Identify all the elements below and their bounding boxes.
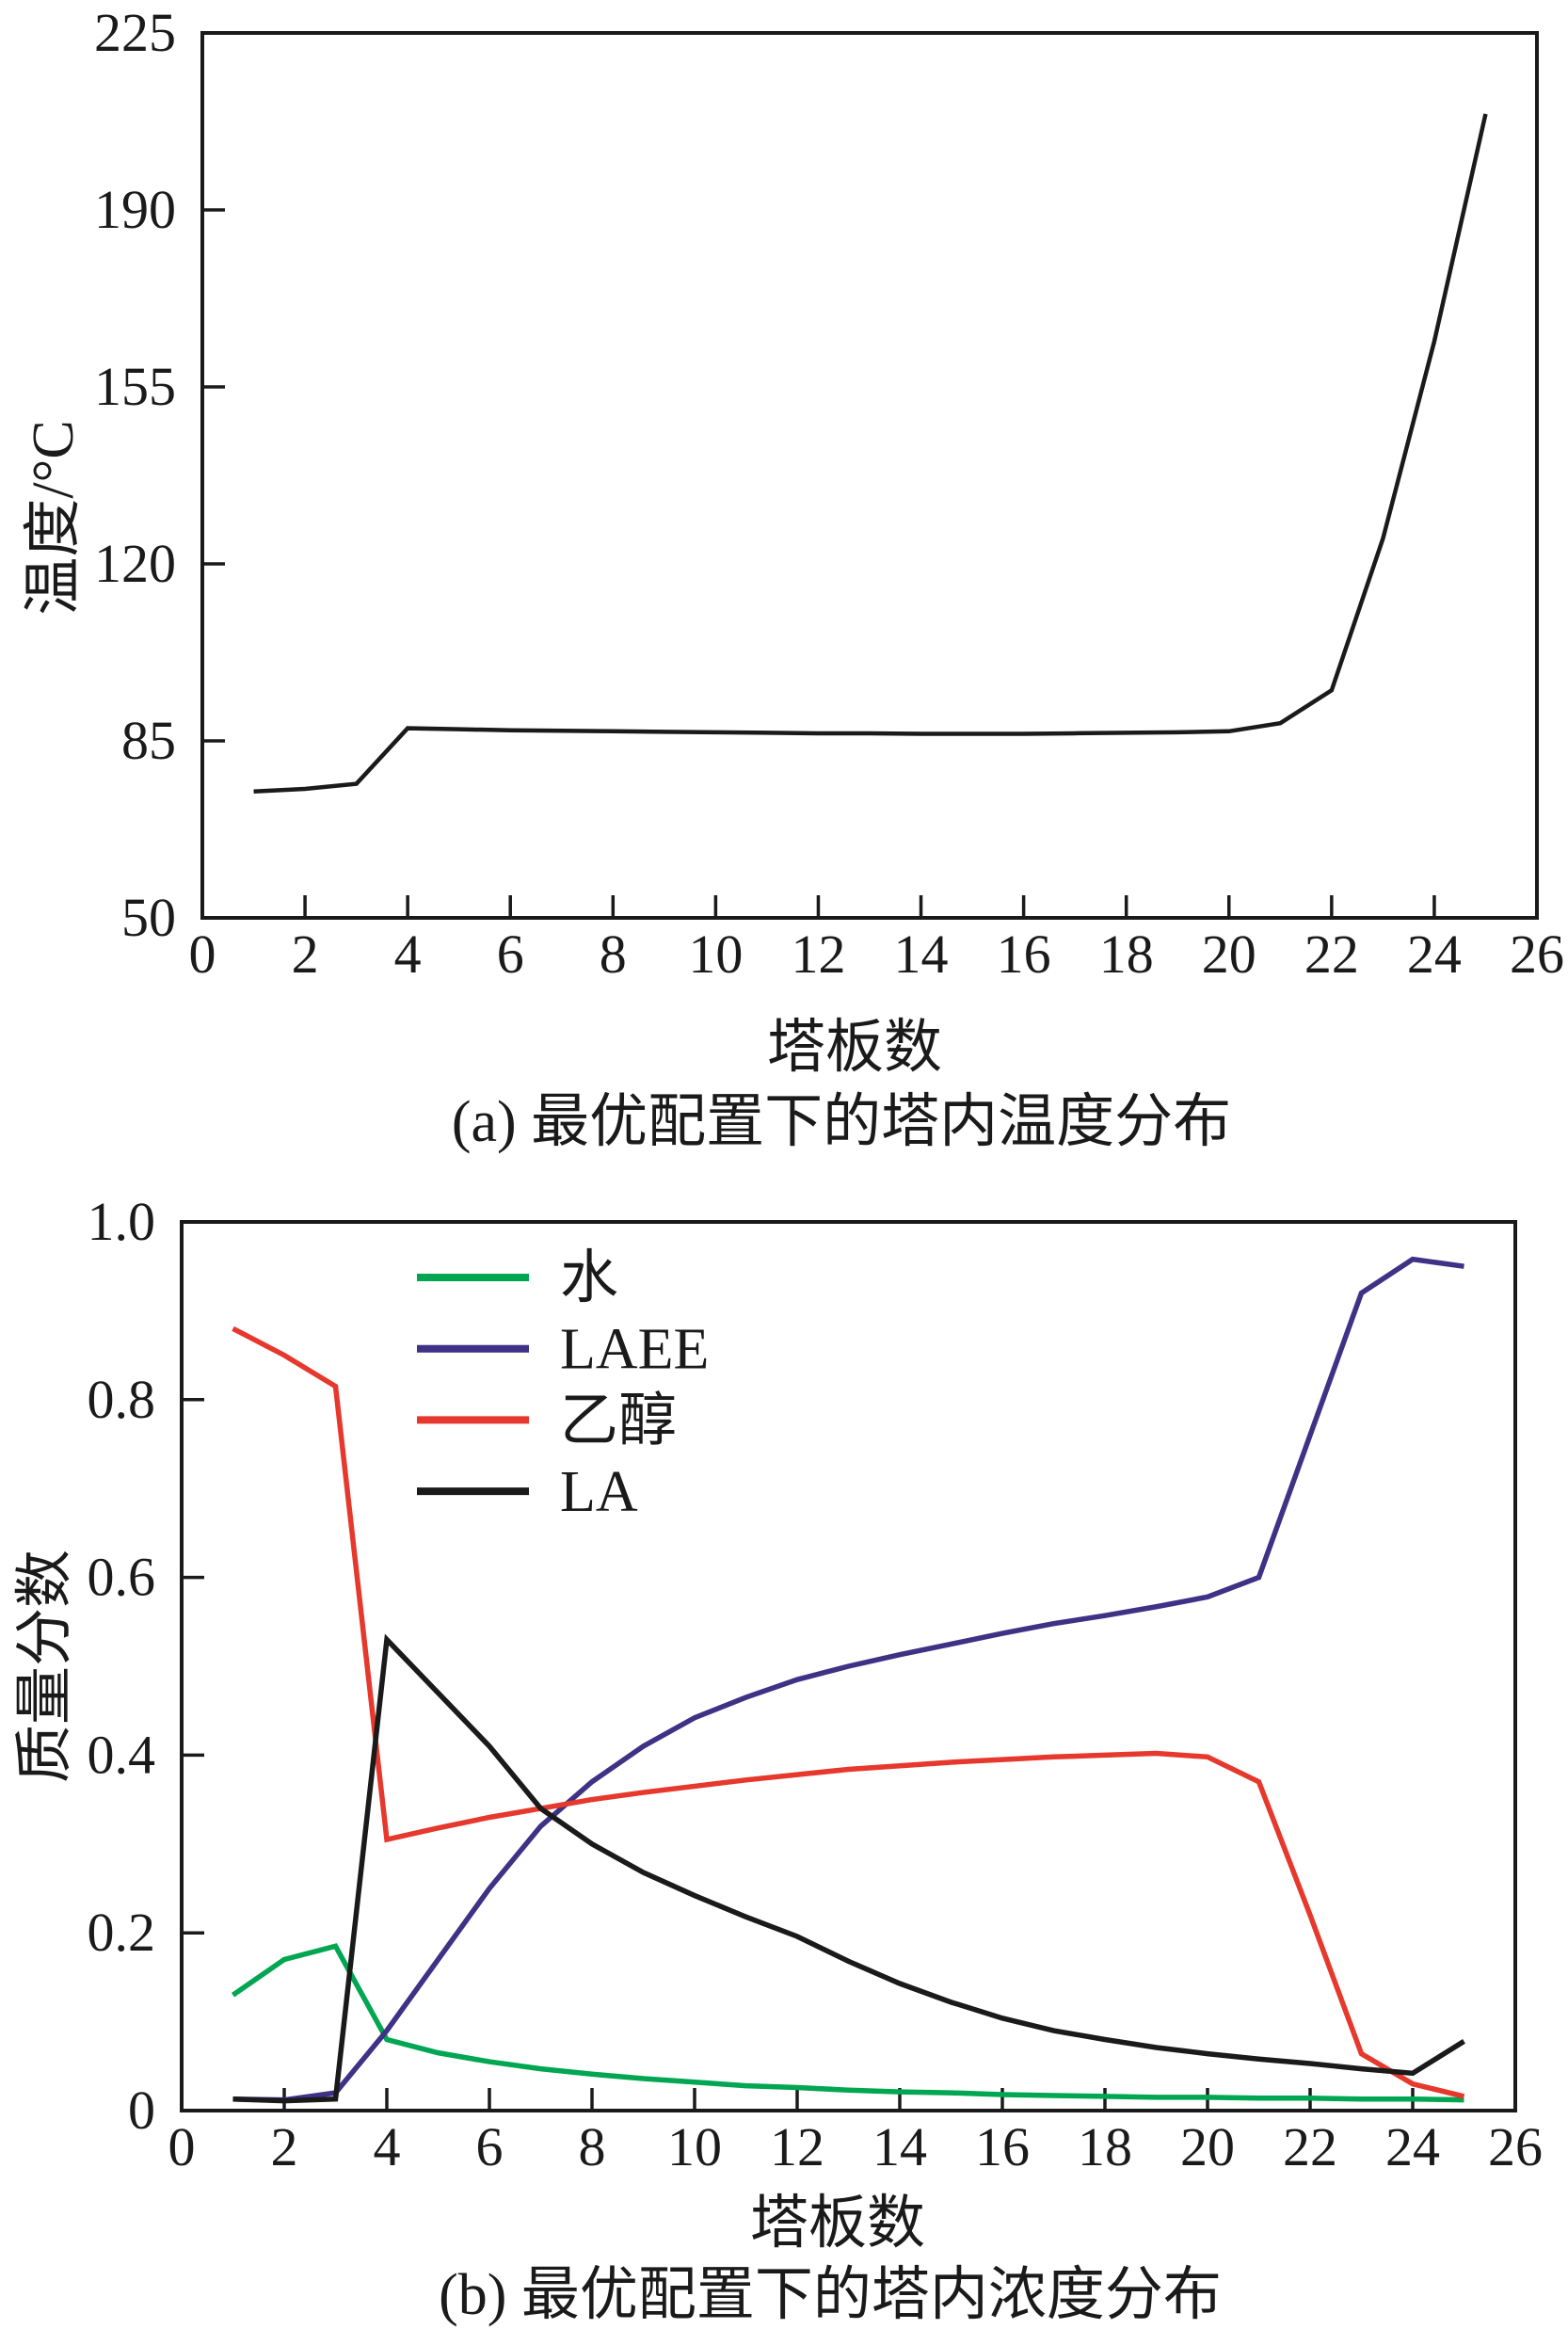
chart-a-xtick-label: 4 [394,924,422,985]
chart-b-ytick-label: 0.6 [88,1547,156,1608]
chart-b-series-乙醇 [232,1325,1465,2099]
chart-a-series-温度 [253,113,1488,794]
chart-a-xtick-label: 14 [894,924,949,985]
chart-a-xtick-label: 22 [1304,924,1359,985]
chart-b-legend-label-乙醇: 乙醇 [560,1389,677,1453]
chart-b-legend-label-LAEE: LAEE [560,1318,709,1382]
chart-b-xtick-label: 20 [1180,2116,1235,2177]
chart-b-legend-label-水: 水 [560,1246,618,1310]
chart-a-xtick-label: 16 [997,924,1051,985]
chart-a-xtick-label: 0 [189,924,216,985]
chart-b-ytick-label: 0.4 [88,1724,156,1785]
chart-b-series-LA [232,1633,1465,2104]
chart-b-xtick-label: 12 [770,2116,824,2177]
chart-b-legend-label-LA: LA [560,1460,638,1524]
chart-b-xtick-label: 14 [872,2116,927,2177]
chart-b-xtick-label: 6 [476,2116,504,2177]
chart-a-border [200,31,1539,920]
chart-a-ylabel: 温度/°C [21,420,86,616]
chart-a-ytick-label: 225 [94,2,176,63]
chart-a-xtick-label: 20 [1202,924,1256,985]
chart-a-xtick-label: 8 [600,924,627,985]
chart-a-ytick-label: 120 [94,533,176,594]
chart-a-ytick-label: 155 [94,356,176,417]
chart-b-xtick-label: 22 [1283,2116,1337,2177]
chart-a-xlabel: 塔板数 [766,1015,943,1080]
chart-b-series-水 [231,1943,1464,2103]
chart-b-xtick-label: 10 [667,2116,722,2177]
chart-a-xtick-label: 24 [1407,924,1462,985]
chart-a-xtick-label: 6 [497,924,524,985]
chart-b-xtick-label: 24 [1385,2116,1440,2177]
chart-b-xtick-label: 18 [1078,2116,1132,2177]
chart-b-xtick-label: 0 [168,2116,196,2177]
chart-b-series-LAEE [232,1256,1464,2103]
chart-b-ylabel: 质量分数 [12,1549,77,1784]
chart-b-xtick-label: 8 [579,2116,606,2177]
chart-a-xtick-label: 12 [791,924,845,985]
chart-b-ytick-label: 0.2 [88,1902,156,1963]
chart-a-xtick-label: 10 [688,924,743,985]
chart-a-ytick-label: 85 [121,710,176,771]
chart-b-border [180,1220,1517,2112]
chart-a-xtick-label: 26 [1510,924,1564,985]
chart-a-caption: (a) 最优配置下的塔内温度分布 [451,1089,1232,1154]
chart-a-xtick-label: 2 [292,924,319,985]
chart-b-xtick-label: 26 [1488,2116,1543,2177]
chart-b-xtick-label: 2 [271,2116,298,2177]
chart-a-ytick-label: 50 [121,887,176,948]
chart-b-xtick-label: 16 [975,2116,1030,2177]
chart-b-ytick-label: 1.0 [88,1191,156,1252]
chart-b-xlabel: 塔板数 [749,2191,926,2256]
chart-a-xtick-label: 18 [1099,924,1154,985]
chart-b-ytick-label: 0.8 [88,1369,156,1430]
chart-b-ytick-label: 0 [128,2080,155,2141]
chart-b-caption: (b) 最优配置下的塔内浓度分布 [439,2262,1222,2327]
chart-b-xtick-label: 4 [374,2116,401,2177]
chart-a-ytick-label: 190 [94,179,176,240]
